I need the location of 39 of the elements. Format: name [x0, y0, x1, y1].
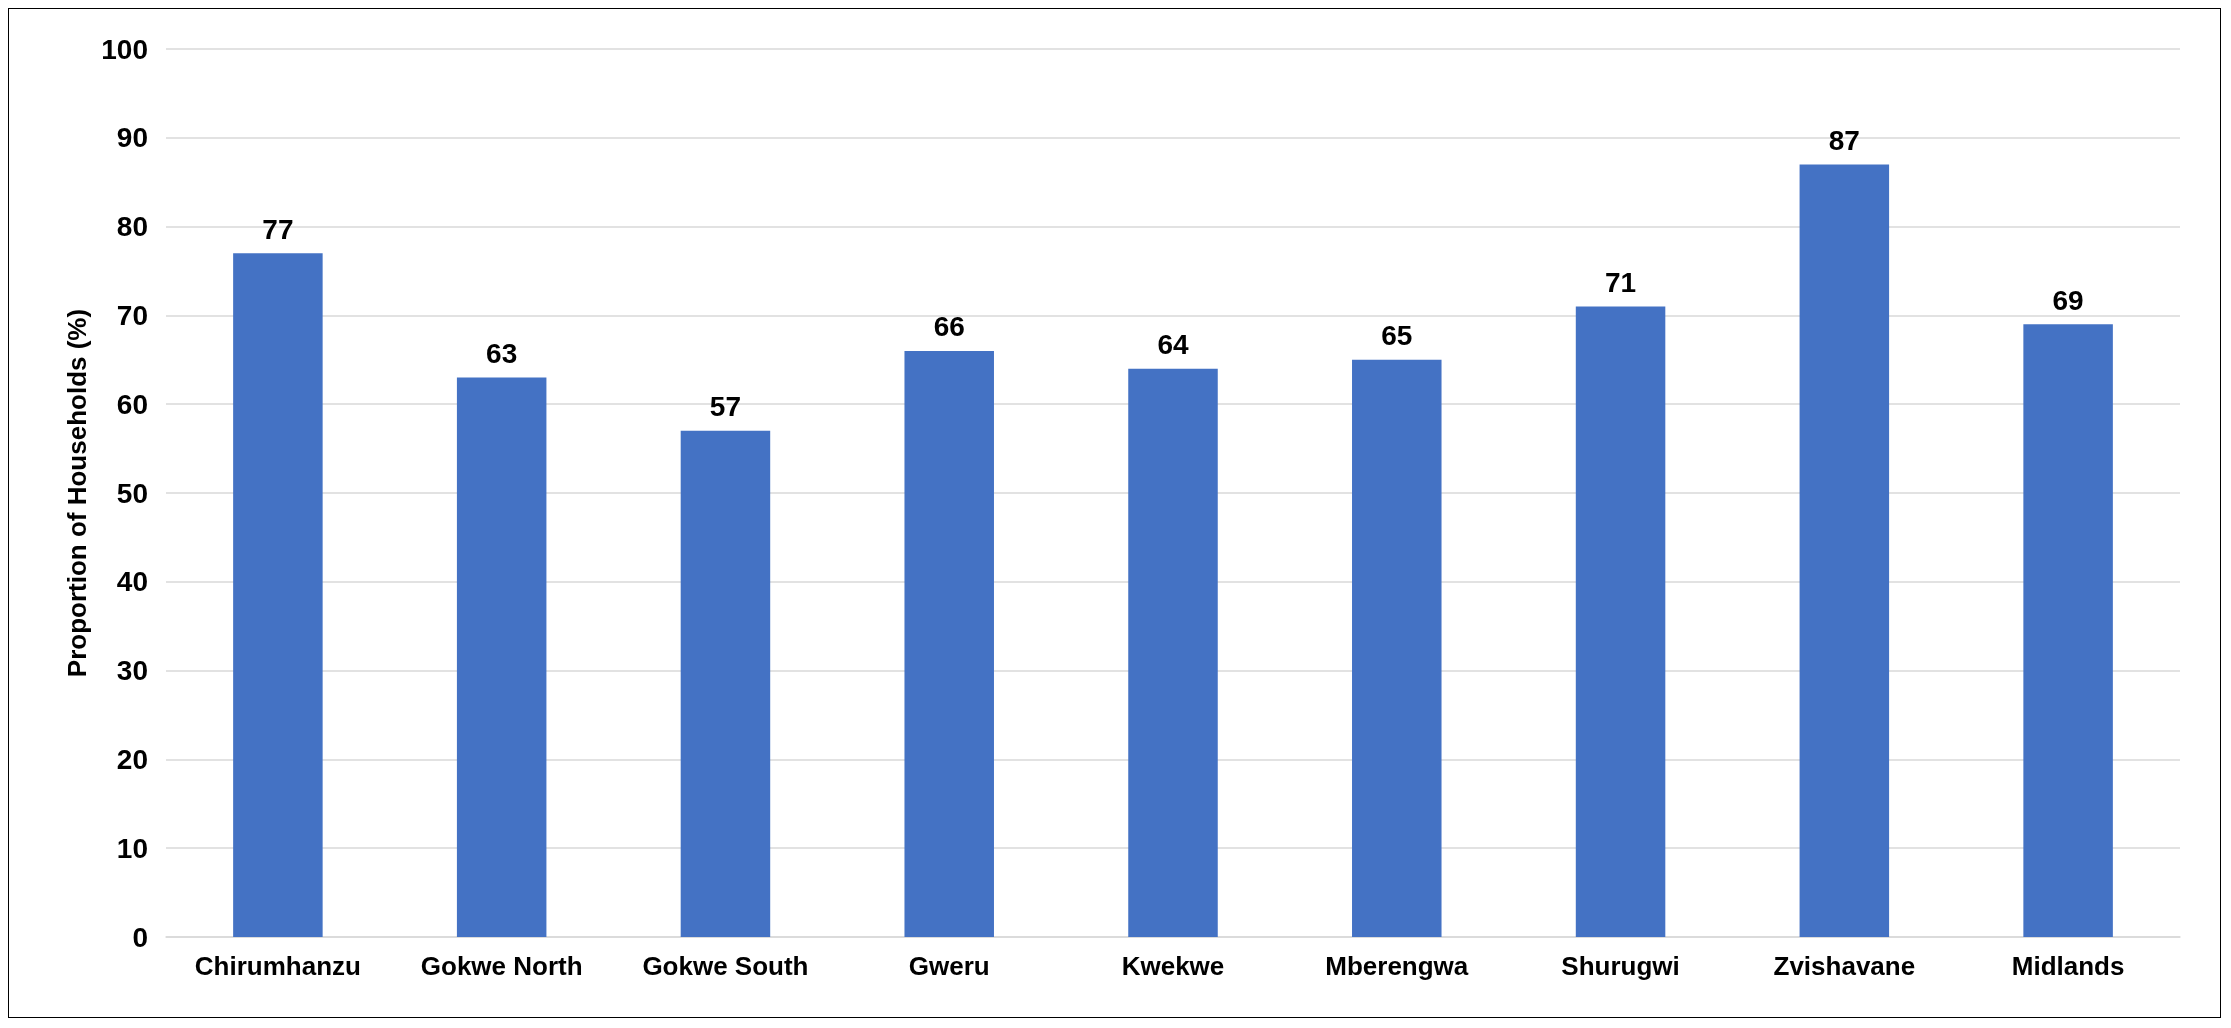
y-tick-label: 100 — [101, 33, 148, 65]
x-tick-label: Zvishavane — [1773, 951, 1916, 981]
y-tick-label: 20 — [116, 743, 148, 775]
x-tick-label: Mberengwa — [1325, 951, 1469, 981]
y-tick-label: 40 — [116, 566, 148, 598]
x-tick-label: Chirumhanzu — [194, 951, 361, 981]
y-tick-label: 70 — [116, 299, 148, 331]
bar — [1352, 359, 1442, 937]
x-tick-label: Gokwe South — [642, 951, 809, 981]
bar — [1575, 306, 1666, 937]
y-tick-label: 50 — [116, 477, 148, 509]
data-label: 63 — [486, 338, 518, 370]
x-tick-label: Shurugwi — [1561, 951, 1680, 981]
bar — [680, 430, 771, 937]
bar — [2023, 324, 2113, 937]
data-label: 69 — [2052, 284, 2084, 316]
data-label: 77 — [262, 213, 294, 245]
x-tick-label: Gweru — [908, 951, 990, 981]
data-label: 65 — [1381, 320, 1413, 352]
x-tick-label: Kwekwe — [1121, 951, 1225, 981]
bar — [233, 253, 323, 937]
bar — [456, 377, 547, 937]
y-tick-label: 90 — [116, 122, 148, 154]
bar — [904, 350, 994, 937]
data-label: 57 — [709, 391, 742, 423]
data-label: 87 — [1828, 124, 1860, 156]
y-tick-label: 10 — [116, 832, 148, 864]
x-tick-label: Gokwe North — [420, 951, 583, 981]
y-tick-label: 60 — [116, 388, 148, 420]
y-tick-label: 80 — [116, 211, 148, 243]
bar — [1799, 164, 1890, 937]
data-label: 71 — [1604, 267, 1637, 299]
data-label: 66 — [933, 311, 965, 343]
y-tick-label: 30 — [116, 655, 148, 687]
x-tick-label: Midlands — [2011, 951, 2125, 981]
data-label: 64 — [1157, 329, 1189, 361]
y-axis-title: Proportion of Households (%) — [62, 308, 93, 678]
y-tick-label: 0 — [132, 921, 148, 953]
bar — [1128, 368, 1218, 937]
